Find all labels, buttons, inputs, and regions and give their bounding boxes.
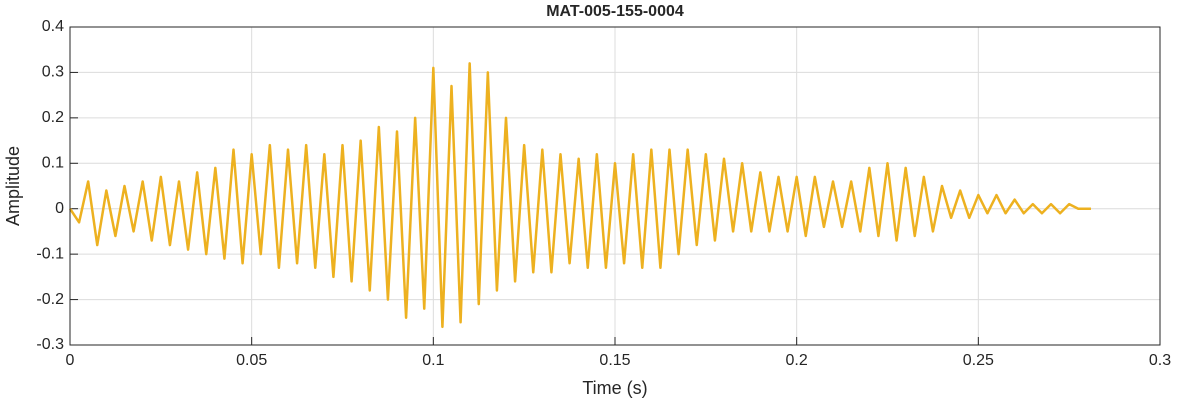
x-axis-label: Time (s) xyxy=(582,378,647,398)
y-tick-label: -0.1 xyxy=(36,245,64,262)
y-axis-label: Amplitude xyxy=(3,146,23,226)
y-tick-label: 0 xyxy=(55,200,64,217)
y-tick-label: 0.4 xyxy=(42,18,64,35)
y-tick-label: -0.2 xyxy=(36,291,64,308)
y-tick-label: 0.1 xyxy=(42,155,64,172)
x-tick-label: 0.25 xyxy=(963,352,994,369)
x-tick-label: 0 xyxy=(66,352,75,369)
y-tick-label: 0.3 xyxy=(42,64,64,81)
x-tick-label: 0.15 xyxy=(599,352,630,369)
x-tick-label: 0.2 xyxy=(786,352,808,369)
waveform-line xyxy=(68,62,1091,329)
x-tick-label: 0.1 xyxy=(422,352,444,369)
x-tick-label: 0.3 xyxy=(1149,352,1171,369)
y-tick-label: -0.3 xyxy=(36,336,64,353)
axes-box xyxy=(69,26,1161,346)
x-tick-label: 0.05 xyxy=(236,352,267,369)
y-tick-label: 0.2 xyxy=(42,109,64,126)
chart-title: MAT-005-155-0004 xyxy=(546,3,684,20)
